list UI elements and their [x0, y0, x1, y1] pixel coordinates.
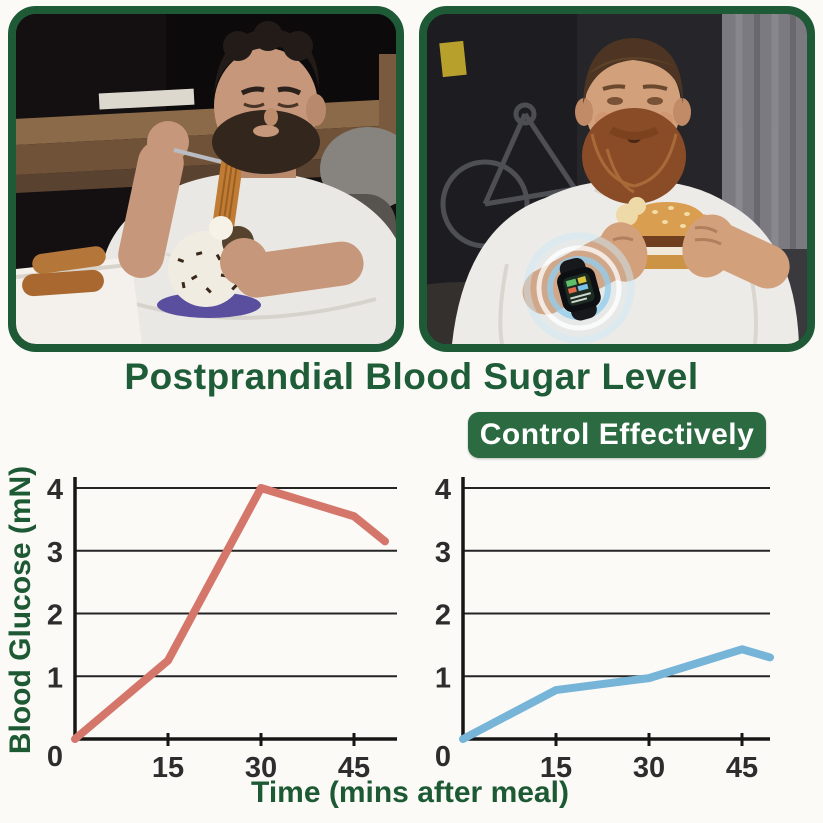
- brown-hair: [583, 38, 684, 104]
- y-tick-label: 3: [435, 537, 451, 569]
- x-tick-label: 45: [338, 752, 370, 784]
- smartwatch-highlight: [523, 232, 635, 344]
- ear: [673, 98, 691, 126]
- y-tick-label: 2: [47, 600, 63, 632]
- smartwatch-icon: [557, 257, 601, 321]
- right-arm: [220, 238, 364, 298]
- ear: [575, 98, 593, 126]
- nose: [264, 108, 278, 126]
- y-tick-label: 2: [435, 600, 451, 632]
- blood-glucose-charts: 15 30 45 0 1 2 3 4 15 30 45 0 1 2 3 4 Blood Glucose (mN…: [4, 466, 774, 809]
- uncontrolled-blood-sugar-chart: 15 30 45 0 1 2 3 4: [47, 474, 397, 784]
- y-tick-label: 1: [435, 662, 451, 694]
- closed-eye: [243, 102, 265, 108]
- y-tick-label: 4: [435, 474, 451, 506]
- chocolate-sprinkles: [177, 251, 238, 294]
- ear: [306, 94, 326, 126]
- x-tick-label: 30: [245, 752, 277, 784]
- controlled-blood-sugar-chart: 15 30 45 0 1 2 3 4: [435, 474, 774, 784]
- overeating-photo-illustration: [16, 14, 396, 344]
- top-bun: [623, 202, 711, 236]
- y-tick-label: 0: [435, 741, 451, 773]
- right-hand: [220, 238, 268, 286]
- bite-mark: [628, 197, 646, 215]
- eyebrow: [642, 84, 668, 91]
- y-axis-title: Blood Glucose (mN): [4, 466, 37, 754]
- uncontrolled-blood-sugar-line: [71, 484, 389, 743]
- y-tick-label: 3: [47, 537, 63, 569]
- page-title: Postprandial Blood Sugar Level: [124, 356, 699, 397]
- takeout-box: [16, 246, 142, 344]
- closed-eye: [277, 102, 299, 108]
- badge-label: Control Effectively: [479, 418, 755, 451]
- beard: [212, 110, 320, 174]
- smartwatch-photo-illustration: [427, 14, 807, 344]
- x-tick-label: 15: [540, 752, 572, 784]
- y-tick-label: 1: [47, 662, 63, 694]
- mustache: [609, 126, 659, 140]
- glow-ring-middle: [536, 245, 622, 331]
- smartwatch-photo-frame: [419, 6, 815, 352]
- left-hand: [147, 121, 189, 163]
- man-head: [212, 21, 326, 178]
- x-tick-label: 45: [726, 752, 758, 784]
- glow-ring-outer: [523, 232, 635, 344]
- controlled-blood-sugar-line: [459, 645, 774, 743]
- y-tick-label: 4: [47, 474, 63, 506]
- red-beard: [582, 108, 686, 204]
- downcast-eye: [607, 97, 623, 105]
- eyebrow: [602, 84, 626, 91]
- x-axis-title: Time (mins after meal): [251, 776, 569, 809]
- x-tick-label: 15: [152, 752, 184, 784]
- man-head: [575, 38, 691, 204]
- white-book: [98, 88, 195, 110]
- control-effectively-badge: Control Effectively: [468, 412, 766, 458]
- y-tick-label: 0: [47, 741, 63, 773]
- churros-in-box: [22, 246, 106, 297]
- x-tick-label: 30: [633, 752, 665, 784]
- eyebrow: [240, 86, 265, 96]
- downcast-eye: [647, 97, 663, 105]
- eyebrow: [277, 86, 302, 96]
- mouth-area: [253, 125, 279, 137]
- yellow-object: [439, 40, 467, 78]
- chart-plot-area: 15 30 45 0 1 2 3 4 15 30 45 0 1 2 3 4: [47, 474, 774, 784]
- hands: [598, 214, 736, 282]
- overeating-photo-frame: [8, 6, 404, 352]
